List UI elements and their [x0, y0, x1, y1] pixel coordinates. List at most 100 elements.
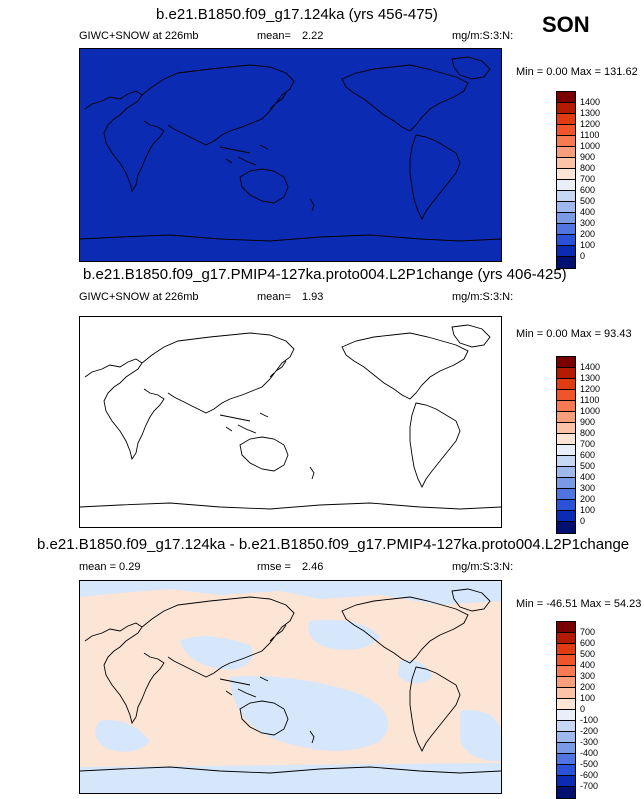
colorbar-cell	[557, 434, 575, 445]
colorbar-cell	[557, 699, 575, 710]
colorbar-tick-label: 700	[580, 439, 596, 449]
panel-3-coastline-new-zealand	[309, 730, 315, 744]
colorbar-cell	[557, 644, 575, 655]
colorbar-cell	[557, 511, 575, 522]
panel-1-coastline-greenland	[451, 56, 491, 80]
colorbar-tick-label: 600	[580, 638, 596, 648]
colorbar-cell	[557, 787, 575, 798]
colorbar-cell	[557, 213, 575, 224]
panel-3-coastline-antarctica	[80, 766, 501, 774]
colorbar-tick-label: 100	[580, 693, 596, 703]
panel-2-map-svg	[80, 317, 501, 527]
colorbar-tick-label: 1100	[580, 395, 600, 405]
panel-1-map	[79, 48, 502, 262]
panel-2-coastline-new-zealand	[309, 466, 315, 480]
colorbar-cell	[557, 136, 575, 147]
panel-3-coastline-greenland	[451, 588, 491, 612]
panel-2-ocean-fill	[80, 317, 501, 527]
colorbar-cell	[557, 688, 575, 699]
colorbar-tick-label: 700	[580, 174, 596, 184]
colorbar-cell	[557, 180, 575, 191]
panel-2-coastline-south-america	[409, 402, 461, 489]
panel-1-map-svg	[80, 49, 501, 261]
colorbar-cell	[557, 379, 575, 390]
panel-1-stat-value: 2.22	[302, 30, 324, 42]
colorbar-cell	[557, 721, 575, 732]
panel-2-coastline-north-america	[341, 332, 469, 400]
panel-2-title: b.e21.B1850.f09_g17.PMIP4-127ka.proto004…	[83, 266, 567, 283]
colorbar-cell	[557, 776, 575, 787]
panel-2-coastline-greenland	[451, 324, 491, 348]
colorbar-tick-label: -100	[580, 715, 599, 725]
colorbar-tick-label: 200	[580, 494, 596, 504]
colorbar-cell	[557, 147, 575, 158]
colorbar-tick-label: 400	[580, 472, 596, 482]
panel-3-stat-value: 2.46	[302, 561, 324, 573]
colorbar-cell	[557, 412, 575, 423]
panel-2-coastline-africa-europe	[84, 358, 165, 461]
colorbar-cell	[557, 655, 575, 666]
panel-3-coastline-africa-europe	[84, 622, 165, 725]
colorbar-tick-label: -700	[580, 781, 599, 791]
colorbar-cell	[557, 390, 575, 401]
colorbar-cell	[557, 467, 575, 478]
panel-2-stat-value: 1.93	[302, 291, 324, 303]
colorbar-tick-label: 900	[580, 152, 596, 162]
colorbar-cell	[557, 478, 575, 489]
colorbar-cell	[557, 500, 575, 511]
panel-3-units: mg/m:S:3:N:	[452, 561, 514, 573]
colorbar-tick-label: -500	[580, 759, 599, 769]
colorbar-tick-label: 1300	[580, 373, 601, 383]
colorbar-tick-label: -400	[580, 748, 599, 758]
panel-1-stat-label: mean=	[257, 30, 291, 42]
colorbar-cell	[557, 732, 575, 743]
panel-2-map	[79, 316, 502, 528]
colorbar-tick-label: 500	[580, 461, 596, 471]
panel-1-colorbar	[556, 91, 576, 269]
colorbar-tick-label: 700	[580, 627, 596, 637]
colorbar-tick-label: 800	[580, 428, 596, 438]
panel-2-field-label: GIWC+SNOW at 226mb	[79, 291, 199, 303]
colorbar-cell	[557, 666, 575, 677]
colorbar-tick-label: 400	[580, 207, 596, 217]
colorbar-cell	[557, 622, 575, 633]
colorbar-cell	[557, 103, 575, 114]
colorbar-cell	[557, 423, 575, 434]
colorbar-cell	[557, 125, 575, 136]
colorbar-tick-label: 500	[580, 196, 596, 206]
season-label: SON	[542, 12, 590, 37]
colorbar-tick-label: 100	[580, 505, 596, 515]
panel-1-coastline-australia	[239, 168, 289, 204]
panel-1-coastline-indonesia	[219, 144, 269, 166]
colorbar-tick-label: -200	[580, 726, 599, 736]
colorbar-tick-label: 1200	[580, 384, 601, 394]
colorbar-tick-label: 0	[580, 251, 586, 261]
panel-3-coastline-australia	[239, 700, 289, 736]
colorbar-tick-label: 300	[580, 218, 596, 228]
panel-1-coastline-north-america	[341, 64, 469, 132]
colorbar-cell	[557, 633, 575, 644]
panel-2-units: mg/m:S:3:N:	[452, 291, 514, 303]
panel-3-coastline-south-america	[409, 666, 461, 753]
colorbar-cell	[557, 765, 575, 776]
colorbar-tick-label: 0	[580, 516, 586, 526]
colorbar-cell	[557, 522, 575, 533]
panel-3-coastline-north-america	[341, 596, 469, 664]
panel-1-title: b.e21.B1850.f09_g17.124ka (yrs 456-475)	[156, 6, 438, 23]
panel-1-coastline-japan	[269, 92, 287, 110]
colorbar-cell	[557, 92, 575, 103]
colorbar-cell	[557, 114, 575, 125]
colorbar-cell	[557, 710, 575, 721]
colorbar-cell	[557, 368, 575, 379]
colorbar-cell	[557, 246, 575, 257]
colorbar-cell	[557, 677, 575, 688]
colorbar-tick-label: 1400	[580, 362, 601, 372]
colorbar-cell	[557, 202, 575, 213]
colorbar-cell	[557, 257, 575, 268]
panel-3-coastline-indonesia	[219, 676, 269, 698]
colorbar-cell	[557, 169, 575, 180]
colorbar-cell	[557, 456, 575, 467]
panel-3-stat-label: rmse =	[257, 561, 291, 573]
colorbar-tick-label: 300	[580, 483, 596, 493]
panel-2-stat-label: mean=	[257, 291, 291, 303]
